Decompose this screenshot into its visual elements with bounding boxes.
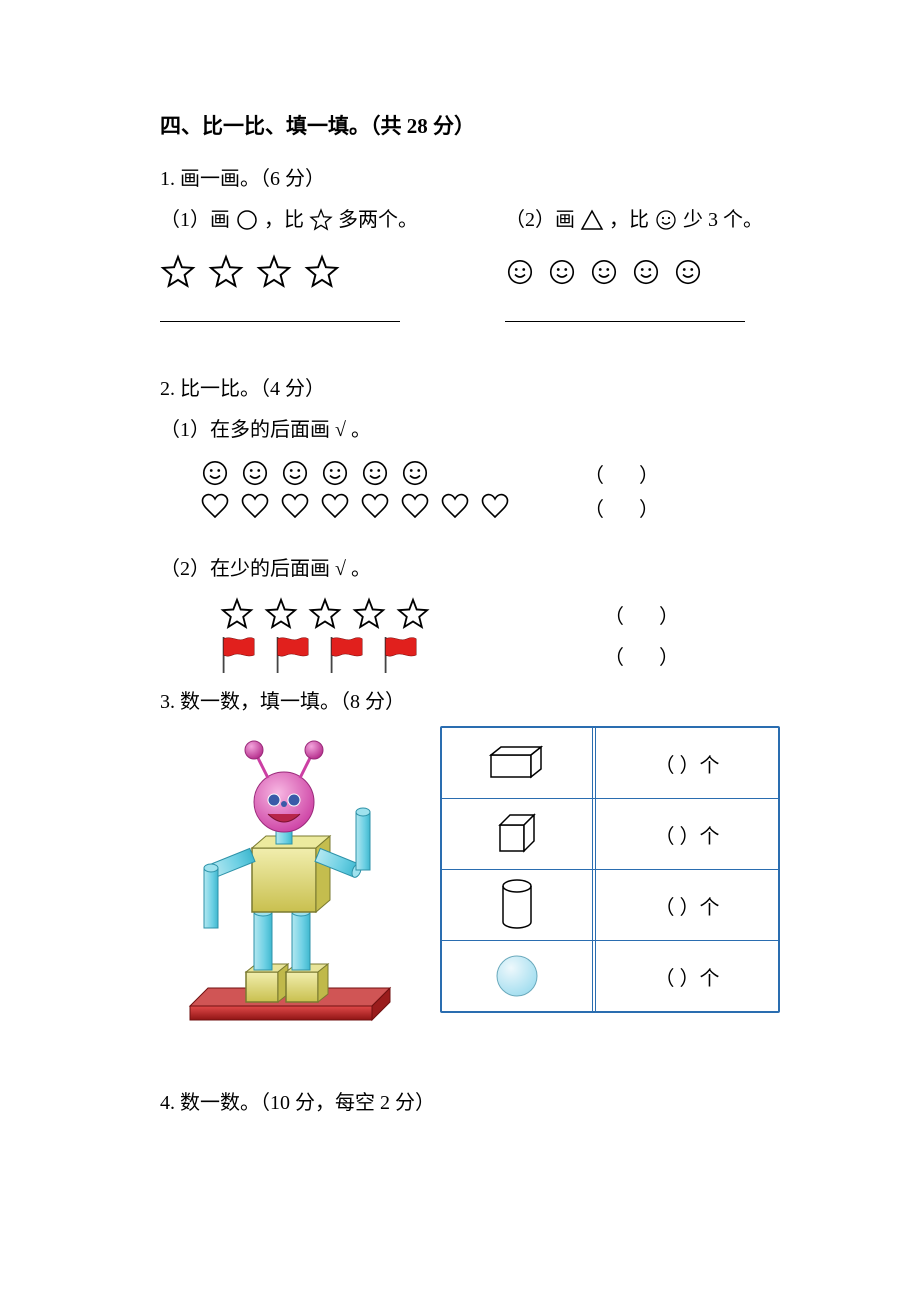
flag-icon	[382, 635, 418, 675]
star-icon	[309, 208, 333, 238]
q1-right-tail: 少 3 个。	[683, 209, 763, 231]
robot-head	[245, 741, 323, 832]
count-cell[interactable]: （ ）个	[596, 870, 778, 940]
q1-right-post: ，比	[609, 209, 654, 231]
table-row: （ ）个	[442, 869, 778, 940]
q1-right-smileys	[505, 254, 790, 290]
shape-cell	[442, 941, 596, 1011]
smiley-icon	[589, 257, 619, 287]
q1-left: （1）画 ，比 多两个。	[160, 203, 445, 322]
q1-left-prompt: （1）画 ，比 多两个。	[160, 203, 445, 238]
q1-right-answer-line[interactable]	[505, 320, 745, 322]
robot-figure	[160, 726, 420, 1036]
smiley-icon	[200, 458, 230, 488]
smiley-icon	[673, 257, 703, 287]
smiley-icon	[240, 458, 270, 488]
star-icon	[308, 597, 342, 631]
q1-right-prompt: （2）画 ，比 少 3 个。	[505, 203, 790, 238]
robot-legs	[254, 908, 310, 970]
shape-cell	[442, 728, 596, 798]
q1-right: （2）画 ，比 少 3 个。	[505, 203, 790, 322]
sphere-icon	[492, 951, 542, 1001]
heart-icon	[400, 492, 430, 522]
table-row: （ ）个	[442, 728, 778, 798]
count-cell[interactable]: （ ）个	[596, 941, 778, 1011]
robot-body	[252, 836, 330, 912]
q2-sub2-row2-paren[interactable]: （ ）	[604, 641, 679, 670]
q2-sub2-row2-shapes	[220, 635, 580, 675]
heart-icon	[200, 492, 230, 522]
q2-sub1-row1-paren[interactable]: （ ）	[584, 459, 659, 488]
cylinder-icon	[497, 878, 537, 932]
q1-left-post: ，比	[264, 209, 309, 231]
q1-heading: 1. 画一画。（6 分）	[160, 162, 790, 191]
smiley-icon	[400, 458, 430, 488]
cube-icon	[492, 809, 542, 859]
q1-right-pre: （2）画	[505, 209, 575, 231]
q2-sub1-row2-paren[interactable]: （ ）	[584, 493, 659, 522]
q2-sub2-row1-paren[interactable]: （ ）	[604, 600, 679, 629]
heart-icon	[480, 492, 510, 522]
star-icon	[396, 597, 430, 631]
q2-sub2-prompt: （2）在少的后面画 √ 。	[160, 552, 790, 581]
smiley-icon	[547, 257, 577, 287]
smiley-icon	[320, 458, 350, 488]
worksheet-page: 四、比一比、填一填。（共 28 分） 1. 画一画。（6 分） （1）画 ，比 …	[0, 0, 920, 1302]
q2-sub2: （2）在少的后面画 √ 。 （ ） （ ）	[160, 552, 790, 675]
shape-cell	[442, 799, 596, 869]
heart-icon	[240, 492, 270, 522]
table-row: （ ）个	[442, 798, 778, 869]
circle-icon	[235, 208, 259, 238]
q1-left-pre: （1）画	[160, 209, 235, 231]
count-cell[interactable]: （ ）个	[596, 728, 778, 798]
cuboid-icon	[485, 743, 549, 783]
q1-left-tail: 多两个。	[338, 209, 418, 231]
q1-left-stars	[160, 254, 445, 290]
q2-sub1-row1-shapes	[200, 458, 560, 488]
q3-wrap: （ ）个 （ ）个 （ ）个 （ ）个	[160, 726, 790, 1036]
smiley-icon	[280, 458, 310, 488]
q2-heading: 2. 比一比。（4 分）	[160, 372, 790, 401]
heart-icon	[320, 492, 350, 522]
flag-icon	[328, 635, 364, 675]
star-icon	[220, 597, 254, 631]
q2-sub2-row1-shapes	[220, 597, 580, 631]
q3-heading: 3. 数一数，填一填。（8 分）	[160, 685, 790, 714]
star-icon	[304, 254, 340, 290]
smiley-icon	[505, 257, 535, 287]
table-row: （ ）个	[442, 940, 778, 1011]
count-cell[interactable]: （ ）个	[596, 799, 778, 869]
shape-cell	[442, 870, 596, 940]
robot-left-arm	[204, 848, 255, 928]
star-icon	[160, 254, 196, 290]
smiley-icon	[631, 257, 661, 287]
star-icon	[208, 254, 244, 290]
q2-sub1-prompt: （1）在多的后面画 √ 。	[160, 413, 790, 442]
q1-left-answer-line[interactable]	[160, 320, 400, 322]
q1-row: （1）画 ，比 多两个。 （2）画 ，比	[160, 203, 790, 322]
flag-icon	[274, 635, 310, 675]
section-title: 四、比一比、填一填。（共 28 分）	[160, 110, 790, 140]
smiley-icon	[654, 208, 678, 238]
star-icon	[352, 597, 386, 631]
heart-icon	[440, 492, 470, 522]
triangle-icon	[580, 208, 604, 238]
q4-heading: 4. 数一数。（10 分，每空 2 分）	[160, 1086, 790, 1115]
star-icon	[264, 597, 298, 631]
heart-icon	[280, 492, 310, 522]
q2-sub1-row2-shapes	[200, 492, 560, 522]
heart-icon	[360, 492, 390, 522]
shape-count-table: （ ）个 （ ）个 （ ）个 （ ）个	[440, 726, 780, 1013]
flag-icon	[220, 635, 256, 675]
q2-sub1: （1）在多的后面画 √ 。 （ ） （ ）	[160, 413, 790, 522]
smiley-icon	[360, 458, 390, 488]
star-icon	[256, 254, 292, 290]
